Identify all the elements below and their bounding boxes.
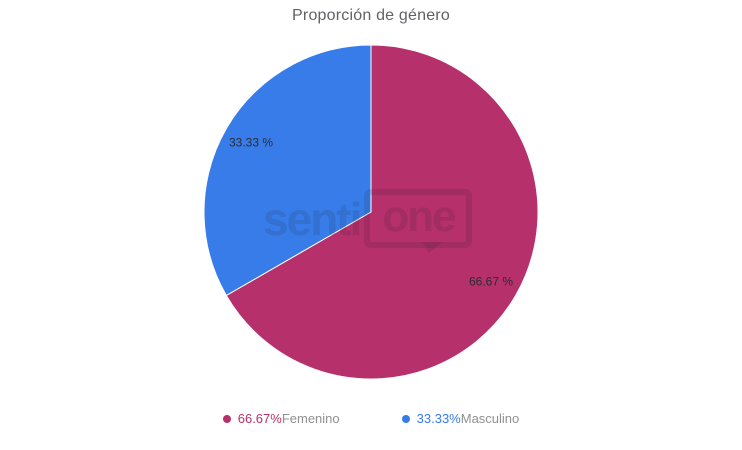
chart-title: Proporción de género: [292, 7, 450, 24]
legend-item-masculino[interactable]: 33.33% Masculino: [401, 411, 520, 426]
legend-item-femenino[interactable]: 66.67% Femenino: [222, 411, 340, 426]
legend-value: 66.67%: [237, 411, 282, 426]
chart-legend: 66.67% Femenino 33.33% Masculino: [0, 411, 742, 426]
slice-label-masculino: 33.33 %: [229, 136, 273, 150]
legend-label: Femenino: [281, 411, 340, 426]
legend-label: Masculino: [460, 411, 520, 426]
legend-dot-icon: [222, 414, 231, 423]
pie-slice-femenino[interactable]: [225, 44, 539, 380]
slice-label-femenino: 66.67 %: [469, 274, 513, 288]
pie-slice-masculino[interactable]: [203, 44, 372, 297]
legend-dot-icon: [401, 414, 410, 423]
legend-value: 33.33%: [416, 411, 461, 426]
